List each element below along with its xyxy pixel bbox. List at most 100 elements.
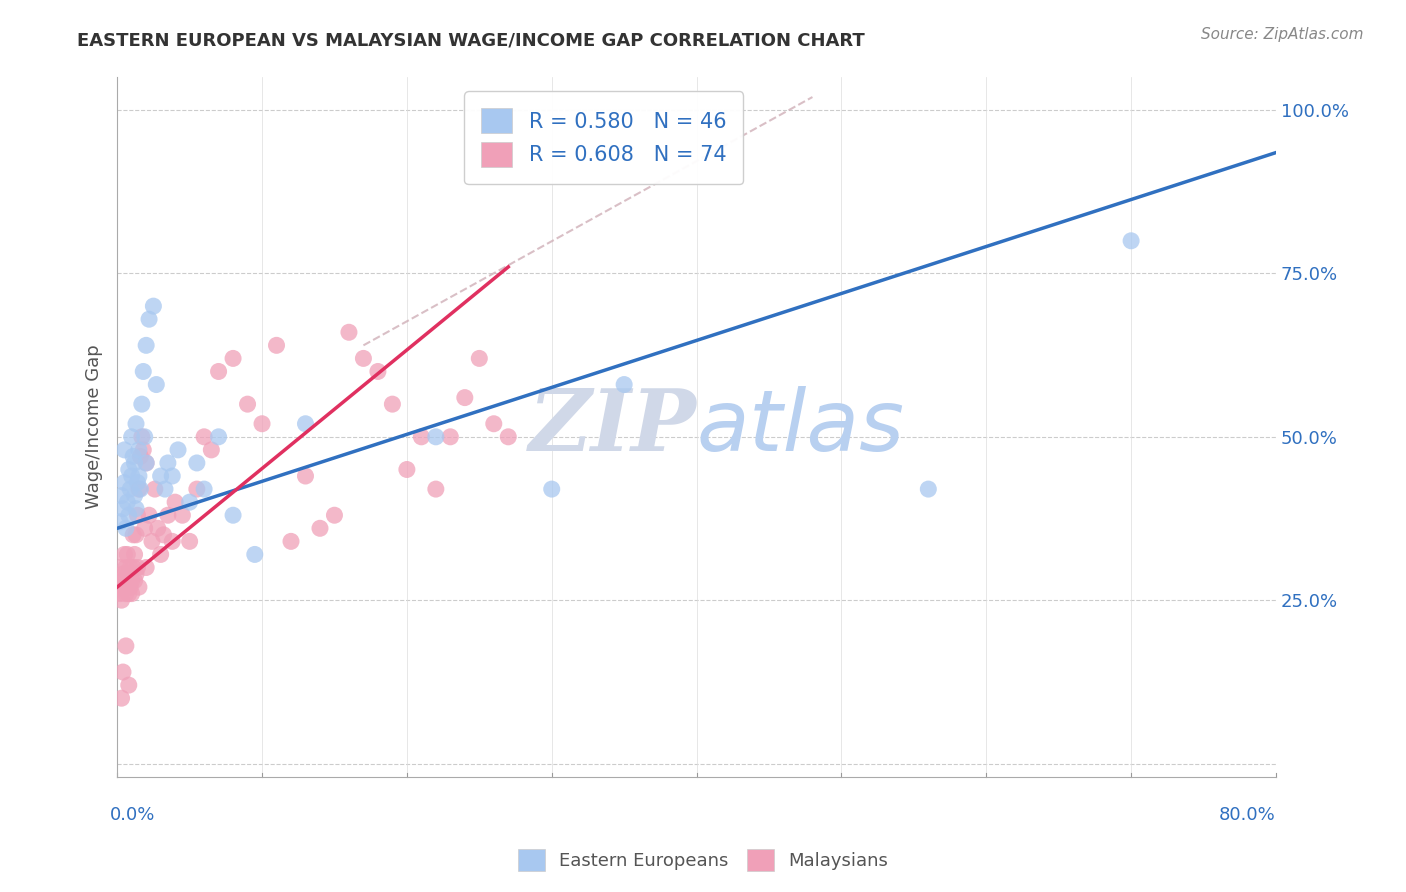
Point [179, 495, 201, 509]
Point [200, 442, 222, 457]
Point [165, 495, 187, 509]
Point [138, 508, 160, 523]
Point [110, 593, 132, 607]
Point [153, 482, 176, 496]
Point [122, 450, 145, 464]
Point [143, 482, 166, 496]
Point [482, 417, 505, 431]
Point [128, 442, 150, 457]
Point [120, 482, 142, 496]
Legend: Eastern Europeans, Malaysians: Eastern Europeans, Malaysians [510, 842, 896, 879]
Point [129, 450, 152, 464]
Point [108, 515, 131, 529]
Point [120, 560, 142, 574]
Point [207, 430, 229, 444]
Point [309, 521, 332, 535]
Point [124, 489, 146, 503]
Point [118, 567, 141, 582]
Point [120, 580, 142, 594]
Point [236, 397, 259, 411]
Point [115, 521, 138, 535]
Point [160, 534, 183, 549]
Point [186, 482, 208, 496]
Point [110, 574, 132, 588]
Point [128, 482, 150, 496]
Point [114, 475, 136, 490]
Text: 80.0%: 80.0% [1219, 806, 1277, 824]
Point [115, 587, 138, 601]
Point [540, 482, 562, 496]
Point [121, 574, 143, 588]
Point [132, 442, 155, 457]
Point [111, 665, 134, 679]
Point [149, 548, 172, 562]
Point [111, 501, 134, 516]
Point [411, 430, 433, 444]
Point [121, 430, 143, 444]
Point [127, 508, 149, 523]
Point [122, 560, 145, 574]
Point [323, 508, 346, 523]
Point [160, 469, 183, 483]
Point [179, 534, 201, 549]
Point [107, 580, 129, 594]
Point [124, 548, 146, 562]
Point [117, 580, 139, 594]
Point [118, 508, 141, 523]
Legend: R = 0.580   N = 46, R = 0.608   N = 74: R = 0.580 N = 46, R = 0.608 N = 74 [464, 91, 744, 184]
Point [145, 377, 167, 392]
Point [917, 482, 939, 496]
Point [125, 567, 148, 582]
Point [118, 678, 141, 692]
Point [131, 397, 153, 411]
Point [186, 456, 208, 470]
Point [425, 482, 447, 496]
Point [142, 299, 165, 313]
Text: 0.0%: 0.0% [110, 806, 155, 824]
Point [294, 417, 316, 431]
Point [156, 456, 179, 470]
Point [135, 560, 157, 574]
Point [167, 442, 190, 457]
Point [127, 475, 149, 490]
Point [352, 351, 374, 366]
Point [138, 312, 160, 326]
Point [114, 442, 136, 457]
Point [243, 548, 266, 562]
Point [135, 456, 157, 470]
Point [114, 574, 136, 588]
Point [367, 364, 389, 378]
Point [132, 364, 155, 378]
Point [125, 417, 148, 431]
Point [193, 430, 215, 444]
Point [498, 430, 520, 444]
Point [134, 430, 156, 444]
Point [250, 417, 273, 431]
Point [111, 580, 134, 594]
Point [117, 548, 139, 562]
Point [110, 691, 132, 706]
Y-axis label: Wage/Income Gap: Wage/Income Gap [86, 344, 103, 509]
Point [280, 534, 302, 549]
Point [111, 567, 134, 582]
Point [129, 482, 152, 496]
Point [125, 501, 148, 516]
Point [122, 528, 145, 542]
Point [125, 528, 148, 542]
Point [149, 469, 172, 483]
Point [128, 469, 150, 483]
Text: EASTERN EUROPEAN VS MALAYSIAN WAGE/INCOME GAP CORRELATION CHART: EASTERN EUROPEAN VS MALAYSIAN WAGE/INCOM… [77, 31, 865, 49]
Text: ZIP: ZIP [529, 385, 696, 469]
Point [152, 528, 174, 542]
Point [135, 456, 157, 470]
Point [118, 587, 141, 601]
Point [141, 534, 163, 549]
Point [613, 377, 636, 392]
Point [127, 560, 149, 574]
Point [425, 430, 447, 444]
Point [222, 508, 245, 523]
Point [468, 351, 491, 366]
Point [207, 364, 229, 378]
Point [156, 508, 179, 523]
Point [1119, 234, 1142, 248]
